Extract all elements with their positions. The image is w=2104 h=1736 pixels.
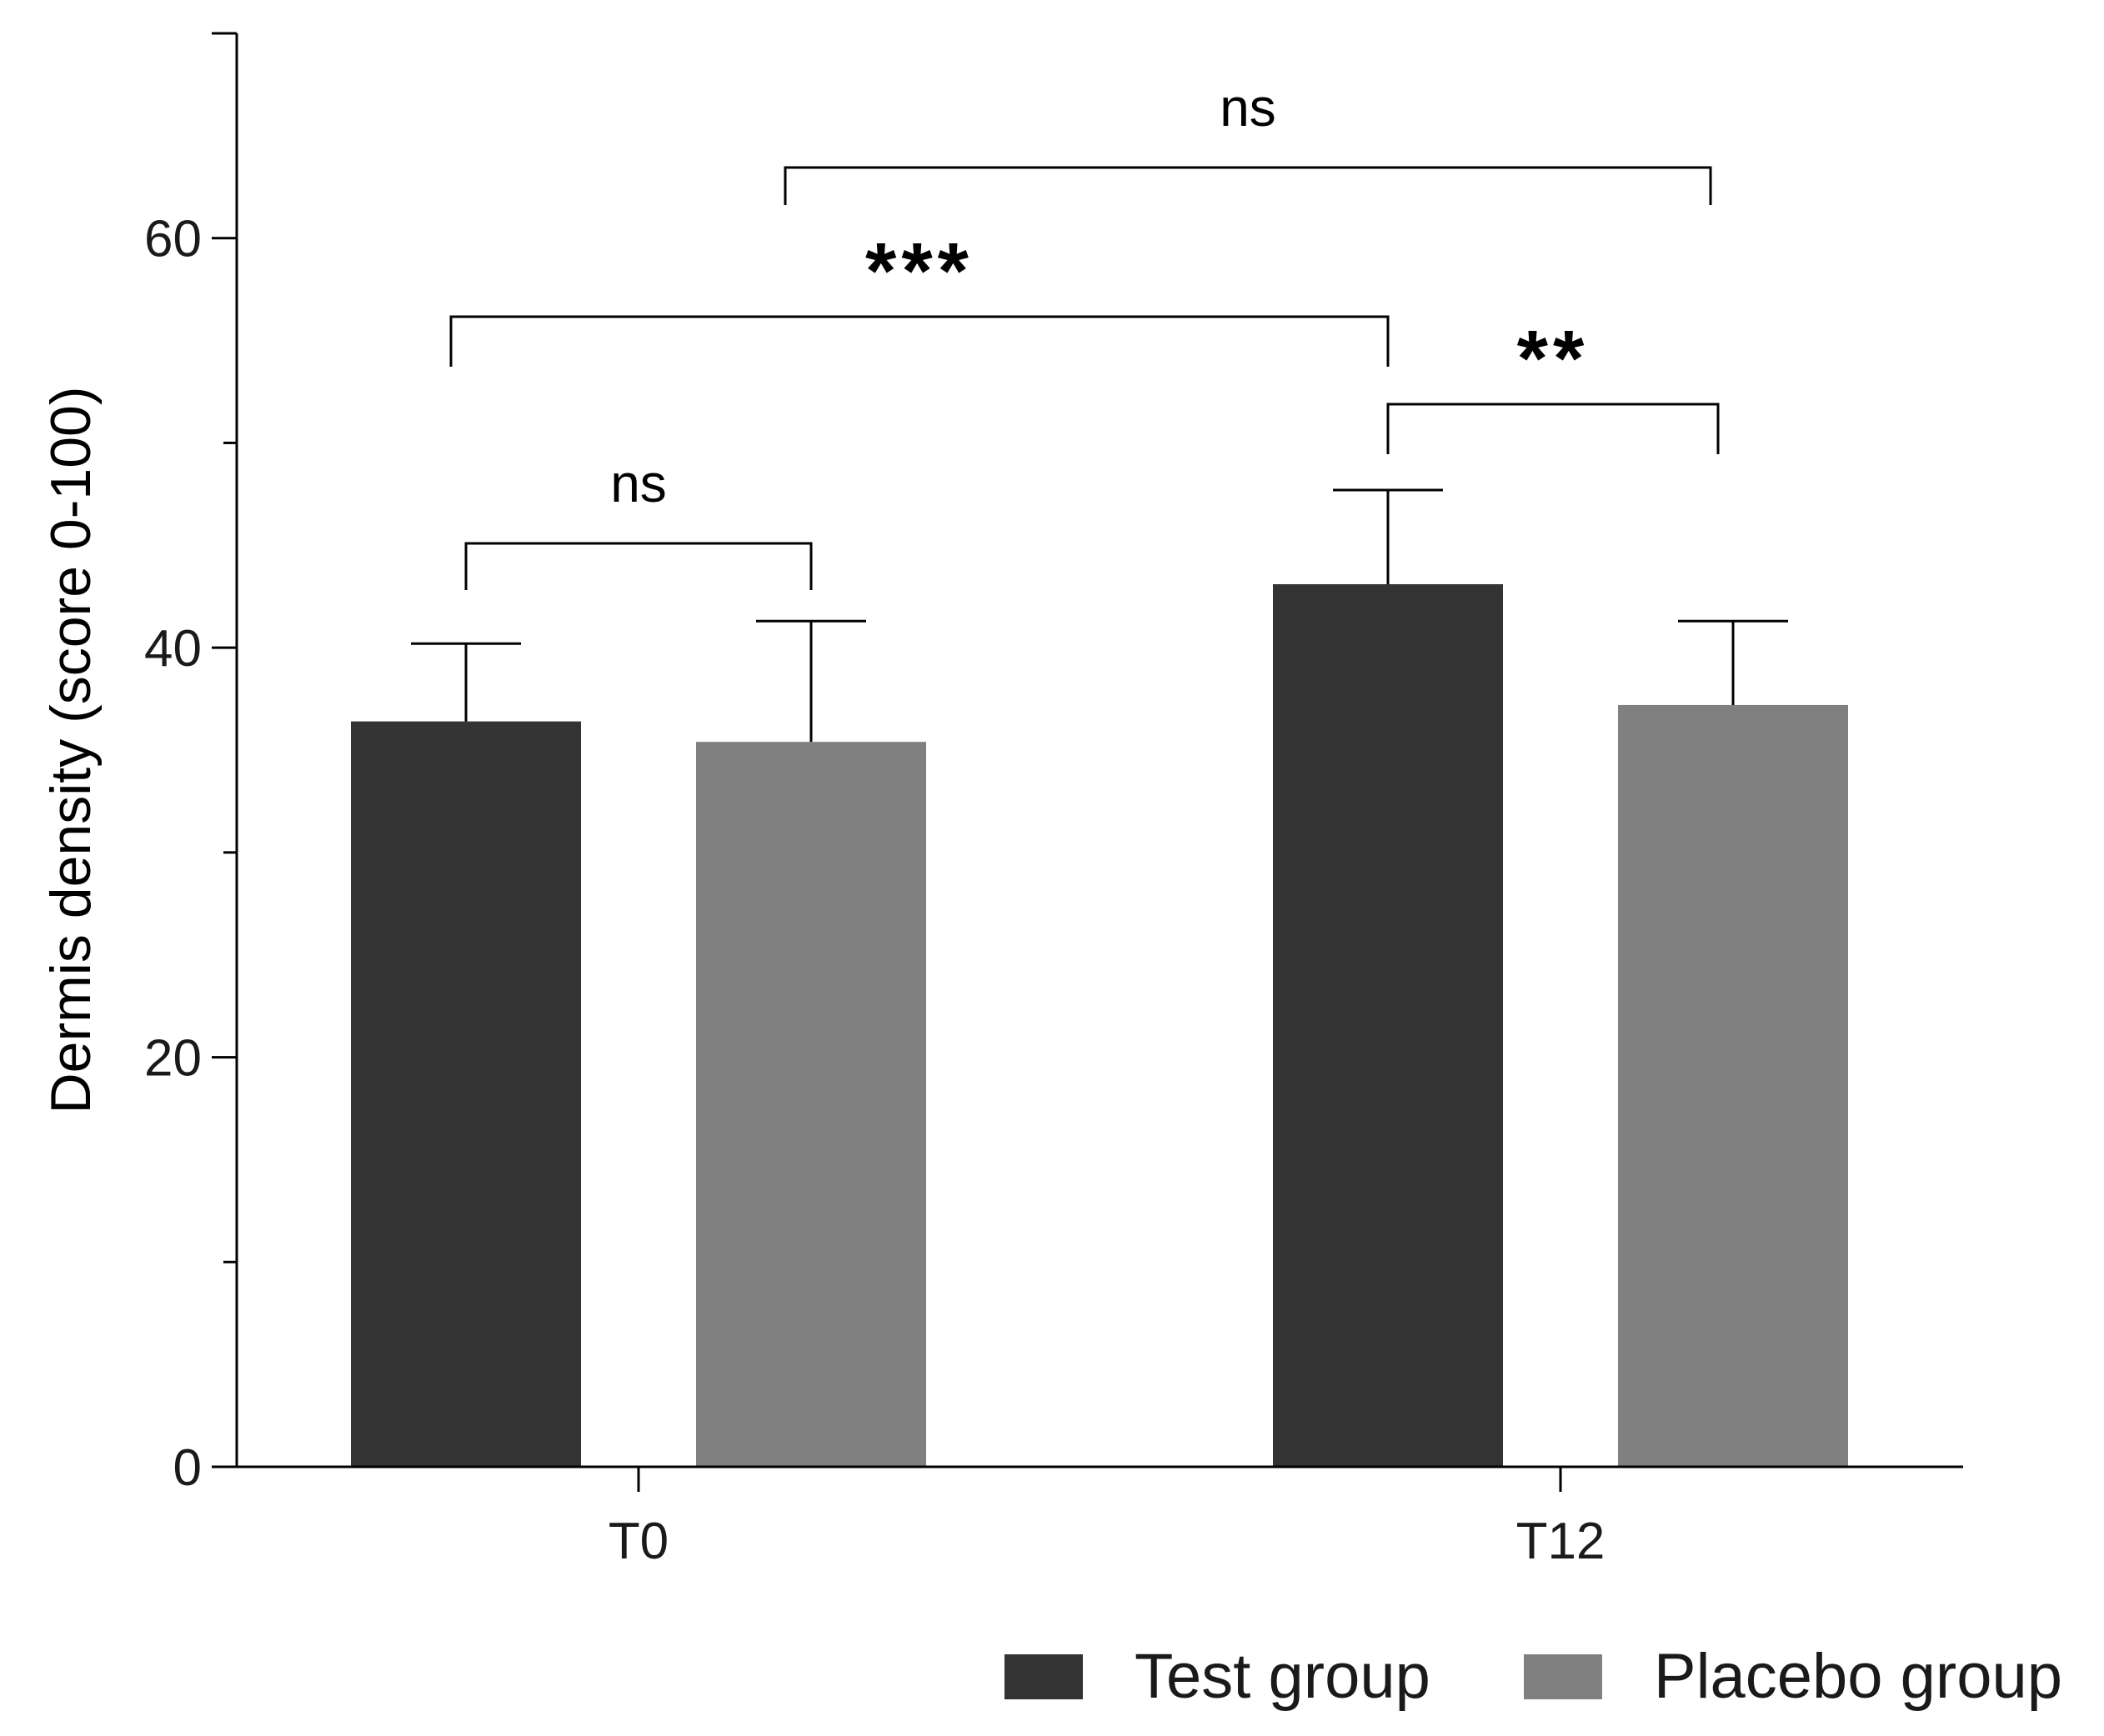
y-tick-label-0: 0	[173, 1439, 202, 1497]
legend-swatch-test-group	[1004, 1653, 1083, 1699]
x-tick-label-t0: T0	[609, 1513, 669, 1570]
legend-label-test-group: Test group	[1135, 1641, 1430, 1712]
y-tick-label-60: 60	[144, 211, 202, 268]
significance-bracket-2	[449, 315, 1390, 367]
legend-label-placebo-group: Placebo group	[1653, 1641, 2063, 1712]
significance-bracket-1	[464, 542, 813, 590]
bar-t12-placebo-group	[1618, 704, 1848, 1467]
significance-bracket-4	[784, 166, 1712, 205]
legend-item-test-group: Test group	[1004, 1640, 1430, 1713]
bar-t0-placebo-group	[696, 742, 926, 1467]
y-axis-title: Dermis density (score 0-100)	[39, 387, 103, 1114]
legend: Test group Placebo group	[1004, 1640, 2062, 1713]
significance-label-3: **	[1517, 314, 1590, 403]
y-tick-label-20: 20	[144, 1030, 202, 1088]
bar-t0-test-group	[351, 721, 581, 1467]
x-tick-label-t12: T12	[1516, 1513, 1606, 1570]
legend-item-placebo-group: Placebo group	[1523, 1640, 2063, 1713]
legend-swatch-placebo-group	[1523, 1653, 1602, 1699]
significance-bracket-3	[1386, 403, 1720, 454]
bar-t12-test-group	[1273, 583, 1503, 1467]
significance-label-1: ns	[610, 453, 667, 513]
significance-label-2: ***	[865, 227, 974, 316]
significance-label-4: ns	[1220, 78, 1276, 138]
y-tick-label-40: 40	[144, 620, 202, 678]
